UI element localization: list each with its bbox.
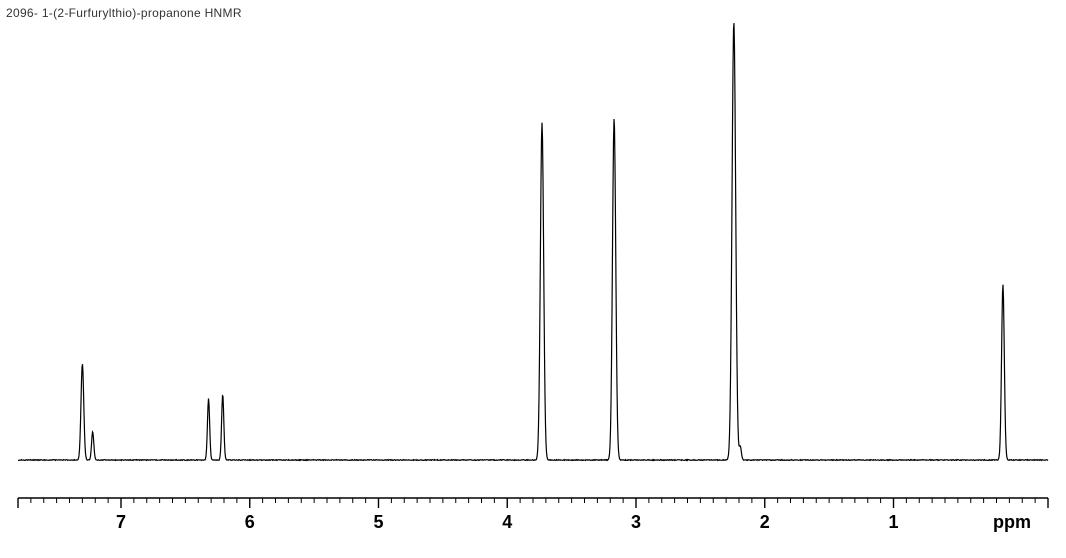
x-axis	[0, 0, 1066, 558]
axis-tick-label: 2	[750, 512, 780, 533]
axis-tick-label: 6	[235, 512, 265, 533]
axis-tick-label: 5	[364, 512, 394, 533]
axis-tick-label: 3	[621, 512, 651, 533]
axis-unit-label: ppm	[993, 512, 1031, 533]
axis-svg	[0, 0, 1066, 558]
axis-tick-label: 7	[106, 512, 136, 533]
axis-tick-label: 1	[879, 512, 909, 533]
axis-tick-label: 4	[492, 512, 522, 533]
